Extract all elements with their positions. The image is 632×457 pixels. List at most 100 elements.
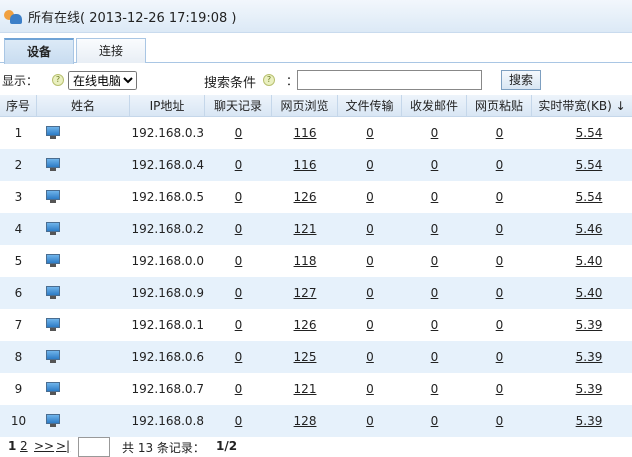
bandwidth-link[interactable]: 5.54: [575, 190, 603, 204]
bandwidth-link[interactable]: 5.40: [575, 254, 603, 268]
table-row[interactable]: 3 192.168.0.5 0 126 0 0 0 5.54: [0, 181, 632, 213]
table-row[interactable]: 8 192.168.0.6 0 125 0 0 0 5.39: [0, 341, 632, 373]
table-row[interactable]: 10 192.168.0.8 0 128 0 0 0 5.39: [0, 405, 632, 437]
web-count-link[interactable]: 126: [293, 318, 317, 332]
bandwidth-link[interactable]: 5.39: [575, 414, 603, 428]
paste-count-cell: 0: [467, 149, 532, 181]
next-page-link[interactable]: >>: [34, 439, 55, 453]
chat-count-link[interactable]: 0: [234, 414, 243, 428]
mail-count-link[interactable]: 0: [430, 158, 439, 172]
table-row[interactable]: 6 192.168.0.9 0 127 0 0 0 5.40: [0, 277, 632, 309]
file-count-link[interactable]: 0: [366, 286, 374, 300]
col-ip[interactable]: IP地址: [130, 95, 205, 117]
bandwidth-link[interactable]: 5.39: [575, 318, 603, 332]
col-paste[interactable]: 网页粘贴: [467, 95, 532, 117]
col-bandwidth[interactable]: 实时带宽(KB) ↓: [538, 99, 626, 113]
table-row[interactable]: 5 192.168.0.0 0 118 0 0 0 5.40: [0, 245, 632, 277]
web-count-link[interactable]: 116: [293, 158, 317, 172]
help-icon[interactable]: ?: [52, 74, 64, 86]
paste-count-link[interactable]: 0: [495, 350, 504, 364]
paste-count-link[interactable]: 0: [495, 126, 504, 140]
ip-address: 192.168.0.5: [131, 190, 204, 204]
table-row[interactable]: 9 192.168.0.7 0 121 0 0 0 5.39: [0, 373, 632, 405]
page-input[interactable]: [78, 437, 110, 457]
file-count-link[interactable]: 0: [366, 318, 374, 332]
mail-count-link[interactable]: 0: [430, 222, 439, 236]
file-count-link[interactable]: 0: [366, 190, 374, 204]
col-chat[interactable]: 聊天记录: [205, 95, 272, 117]
paste-count-link[interactable]: 0: [495, 190, 504, 204]
mail-count-link[interactable]: 0: [430, 286, 439, 300]
col-mail[interactable]: 收发邮件: [402, 95, 467, 117]
file-count-link[interactable]: 0: [366, 126, 374, 140]
bandwidth-link[interactable]: 5.39: [575, 350, 603, 364]
web-count-link[interactable]: 125: [293, 350, 317, 364]
row-index: 8: [14, 350, 23, 364]
paste-count-link[interactable]: 0: [495, 222, 504, 236]
mail-count-cell: 0: [402, 277, 467, 309]
mail-count-link[interactable]: 0: [430, 350, 439, 364]
last-page-link[interactable]: >|: [56, 439, 71, 453]
table-row[interactable]: 2 192.168.0.4 0 116 0 0 0 5.54: [0, 149, 632, 181]
web-count-link[interactable]: 116: [293, 126, 317, 140]
chat-count-link[interactable]: 0: [234, 126, 243, 140]
table-row[interactable]: 4 192.168.0.2 0 121 0 0 0 5.46: [0, 213, 632, 245]
file-count-link[interactable]: 0: [366, 254, 374, 268]
paste-count-link[interactable]: 0: [495, 158, 504, 172]
help-icon[interactable]: ?: [263, 74, 275, 86]
mail-count-link[interactable]: 0: [430, 254, 439, 268]
chat-count-link[interactable]: 0: [234, 286, 243, 300]
bandwidth-link[interactable]: 5.39: [575, 382, 603, 396]
mail-count-link[interactable]: 0: [430, 318, 439, 332]
mail-count-link[interactable]: 0: [430, 126, 439, 140]
ip-address: 192.168.0.6: [131, 350, 204, 364]
search-button[interactable]: 搜索: [501, 70, 541, 90]
tab-connections[interactable]: 连接: [76, 38, 146, 63]
tab-devices[interactable]: 设备: [4, 38, 74, 64]
chat-count-link[interactable]: 0: [234, 318, 243, 332]
bandwidth-cell: 5.54: [532, 117, 632, 149]
web-count-link[interactable]: 127: [293, 286, 317, 300]
bandwidth-link[interactable]: 5.54: [575, 158, 603, 172]
row-index: 2: [14, 158, 23, 172]
col-name[interactable]: 姓名: [37, 95, 130, 117]
bandwidth-link[interactable]: 5.46: [575, 222, 603, 236]
file-count-link[interactable]: 0: [366, 222, 374, 236]
file-count-link[interactable]: 0: [366, 382, 374, 396]
web-count-link[interactable]: 126: [293, 190, 317, 204]
paste-count-link[interactable]: 0: [495, 414, 504, 428]
paste-count-link[interactable]: 0: [495, 286, 504, 300]
bandwidth-link[interactable]: 5.54: [575, 126, 603, 140]
web-count-link[interactable]: 121: [293, 382, 317, 396]
pagination: 1 2 >> >| 共 13 条记录： 1/2: [0, 437, 632, 457]
file-count-link[interactable]: 0: [366, 158, 374, 172]
web-count-link[interactable]: 118: [293, 254, 317, 268]
display-label: 显示：: [2, 74, 39, 88]
table-row[interactable]: 1 192.168.0.3 0 116 0 0 0 5.54: [0, 117, 632, 149]
file-count-link[interactable]: 0: [366, 350, 374, 364]
mail-count-link[interactable]: 0: [430, 414, 439, 428]
search-label: 搜索条件: [204, 76, 257, 91]
chat-count-link[interactable]: 0: [234, 254, 243, 268]
chat-count-link[interactable]: 0: [234, 350, 243, 364]
file-count-link[interactable]: 0: [366, 414, 374, 428]
chat-count-link[interactable]: 0: [234, 158, 243, 172]
chat-count-link[interactable]: 0: [234, 190, 243, 204]
paste-count-link[interactable]: 0: [495, 382, 504, 396]
chat-count-link[interactable]: 0: [234, 222, 243, 236]
chat-count-link[interactable]: 0: [234, 382, 243, 396]
col-web[interactable]: 网页浏览: [272, 95, 338, 117]
page-2-link[interactable]: 2: [20, 439, 28, 453]
bandwidth-link[interactable]: 5.40: [575, 286, 603, 300]
display-select[interactable]: 在线电脑: [68, 71, 137, 90]
col-file[interactable]: 文件传输: [338, 95, 402, 117]
mail-count-link[interactable]: 0: [430, 190, 439, 204]
table-row[interactable]: 7 192.168.0.1 0 126 0 0 0 5.39: [0, 309, 632, 341]
web-count-link[interactable]: 121: [293, 222, 317, 236]
search-input[interactable]: [297, 70, 482, 90]
paste-count-link[interactable]: 0: [495, 318, 504, 332]
web-count-link[interactable]: 128: [293, 414, 317, 428]
mail-count-link[interactable]: 0: [430, 382, 439, 396]
chat-count-cell: 0: [205, 373, 272, 405]
paste-count-link[interactable]: 0: [495, 254, 504, 268]
